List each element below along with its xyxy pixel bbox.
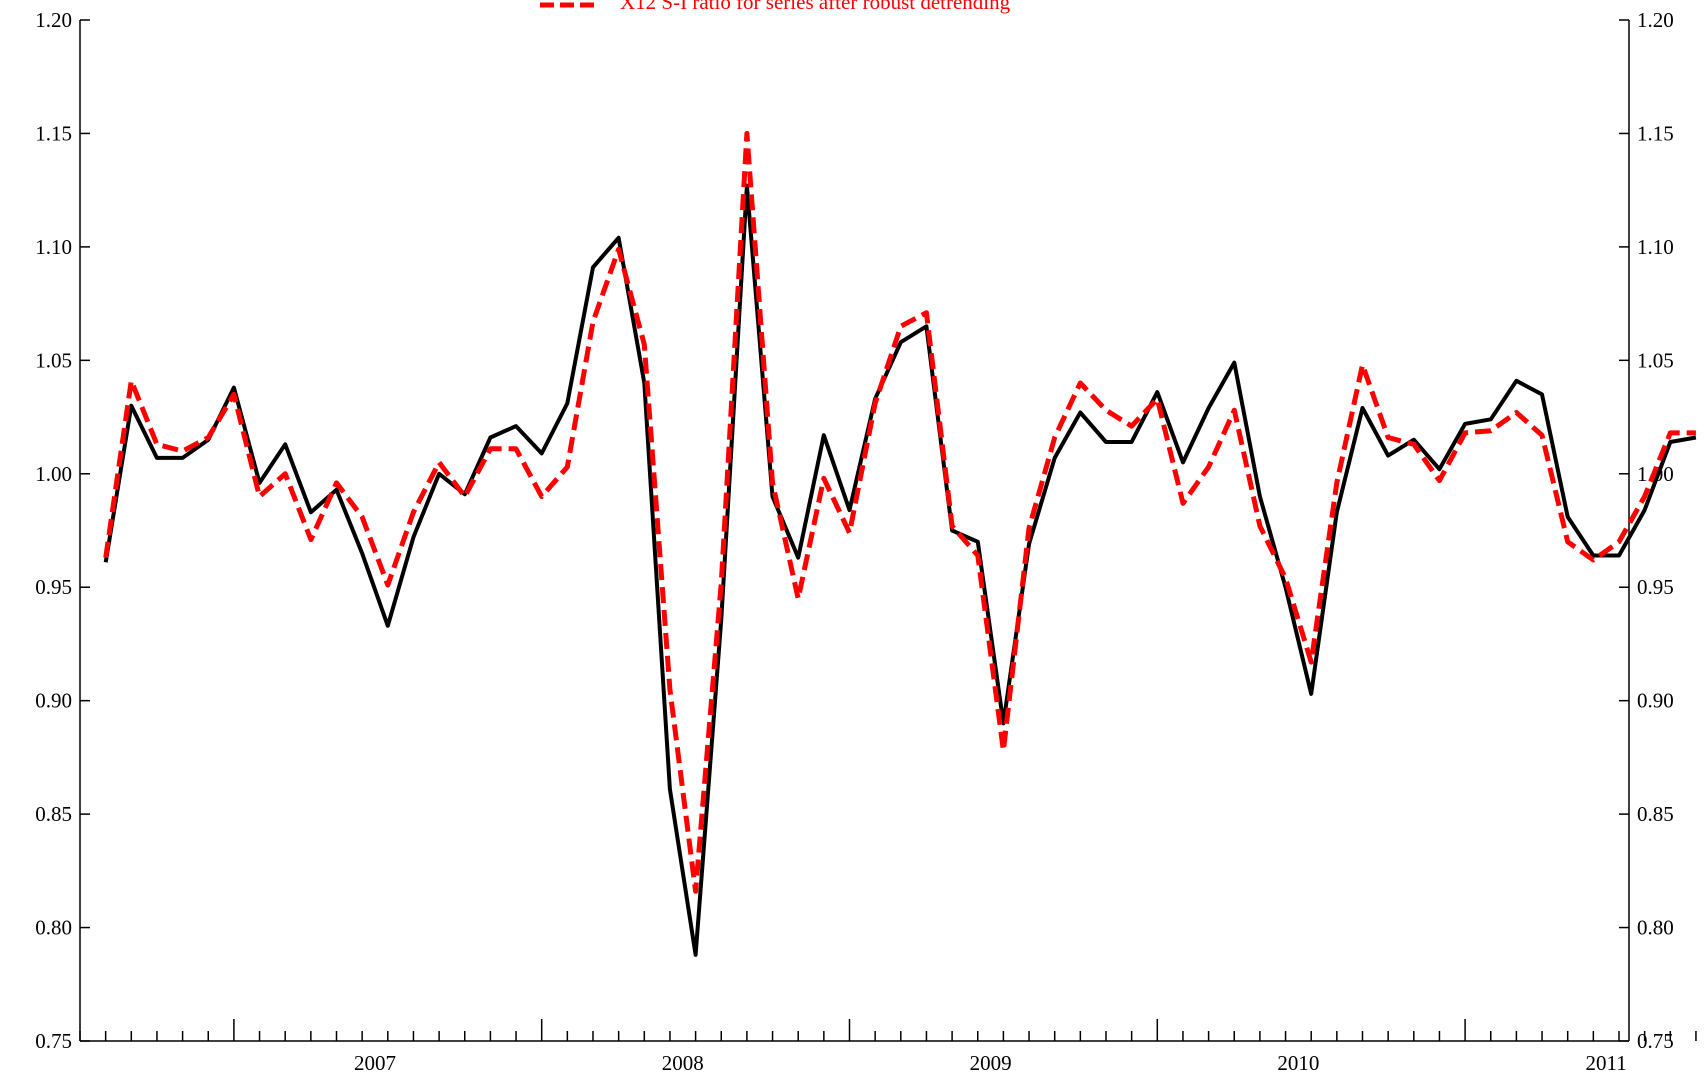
- y-tick-label-left: 0.95: [35, 575, 72, 599]
- y-tick-label-left: 1.15: [35, 121, 72, 145]
- x-tick-label: 2009: [970, 1051, 1012, 1075]
- y-tick-label-right: 0.85: [1637, 802, 1674, 826]
- axes-layer: 0.75 0.75 0.80 0.80 0.85 0.85 0.90 0.90 0.95 0.95…: [35, 8, 1697, 1075]
- x-tick-label: 2011: [1586, 1051, 1627, 1075]
- y-tick-label-left: 0.85: [35, 802, 72, 826]
- y-tick-label-right: 1.10: [1637, 235, 1674, 259]
- y-tick-label-left: 1.00: [35, 462, 72, 486]
- y-tick-label-left: 1.10: [35, 235, 72, 259]
- legend-label: X12 S-I ratio for series after robust de…: [620, 0, 1011, 14]
- y-tick-label-left: 1.05: [35, 348, 72, 372]
- y-tick-label-left: 1.20: [35, 8, 72, 32]
- x-tick-label: 2008: [662, 1051, 704, 1075]
- series-line-1: [103, 183, 1697, 957]
- y-tick-label-right: 0.90: [1637, 689, 1674, 713]
- y-tick-label-right: 0.75: [1637, 1029, 1674, 1053]
- y-tick-label-left: 0.80: [35, 916, 72, 940]
- legend: X12 S-I ratio for series after robust de…: [540, 0, 1011, 14]
- y-tick-label-right: 0.95: [1637, 575, 1674, 599]
- y-tick-label-right: 0.80: [1637, 916, 1674, 940]
- y-tick-label-right: 1.15: [1637, 121, 1674, 145]
- y-tick-label-right: 1.05: [1637, 348, 1674, 372]
- series-layer: [103, 130, 1697, 957]
- y-tick-label-right: 1.20: [1637, 8, 1674, 32]
- y-tick-label-left: 0.90: [35, 689, 72, 713]
- x-tick-label: 2007: [354, 1051, 396, 1075]
- y-tick-label-left: 0.75: [35, 1029, 72, 1053]
- series-line-2: [103, 130, 1696, 894]
- x-tick-label: 2010: [1277, 1051, 1319, 1075]
